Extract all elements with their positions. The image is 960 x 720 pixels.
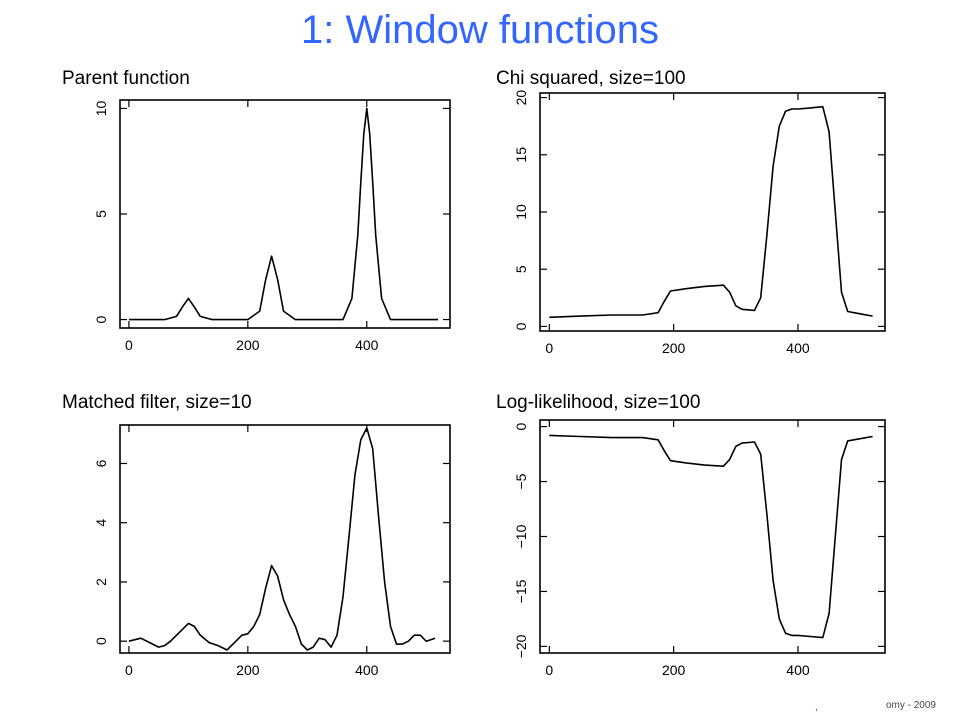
log-likelihood-plot: 0 200 400 0 −5 −10 −15 −20 bbox=[513, 419, 886, 678]
x-tick-label: 400 bbox=[786, 662, 810, 678]
x-tick-label: 0 bbox=[125, 337, 133, 353]
y-tick-label: 10 bbox=[93, 100, 109, 116]
x-tick-label: 400 bbox=[355, 337, 379, 353]
x-tick-label: 200 bbox=[236, 662, 260, 678]
x-tick-label: 0 bbox=[545, 662, 553, 678]
series-line bbox=[549, 105, 873, 319]
panel-title-chi-squared: Chi squared, size=100 bbox=[496, 68, 686, 89]
y-tick-label: 20 bbox=[513, 90, 529, 106]
y-tick-label: −5 bbox=[513, 473, 529, 489]
y-tick-label: 6 bbox=[93, 459, 109, 467]
y-tick-label: 0 bbox=[93, 315, 109, 323]
panel-title-matched-filter: Matched filter, size=10 bbox=[62, 392, 252, 413]
panel-title-log-likelihood: Log-likelihood, size=100 bbox=[496, 392, 701, 413]
y-tick-label: 5 bbox=[93, 210, 109, 218]
parent-function-plot: 0 200 400 0 5 10 bbox=[93, 99, 451, 353]
y-tick-label: 0 bbox=[513, 322, 529, 330]
x-tick-label: 200 bbox=[662, 340, 686, 356]
x-tick-label: 0 bbox=[545, 340, 553, 356]
y-tick-label: 10 bbox=[513, 204, 529, 220]
plot-frame bbox=[539, 419, 886, 654]
y-tick-label: 5 bbox=[513, 265, 529, 273]
y-tick-label: 4 bbox=[93, 519, 109, 527]
y-tick-label: 0 bbox=[93, 637, 109, 645]
chi-squared-plot: 0 200 400 0 5 10 15 20 bbox=[513, 90, 886, 356]
y-tick-label: 2 bbox=[93, 578, 109, 586]
plot-frame bbox=[539, 92, 886, 332]
x-tick-label: 200 bbox=[236, 337, 260, 353]
y-tick-label: 0 bbox=[513, 422, 529, 430]
plot-frame bbox=[119, 99, 451, 329]
slide-title: 1: Window functions bbox=[301, 8, 659, 52]
panel-title-parent: Parent function bbox=[62, 68, 190, 89]
y-tick-label: −10 bbox=[513, 524, 529, 548]
y-tick-label: 15 bbox=[513, 147, 529, 163]
x-tick-label: 200 bbox=[662, 662, 686, 678]
footer-mark: , bbox=[815, 702, 818, 713]
x-tick-label: 0 bbox=[125, 662, 133, 678]
series-line bbox=[549, 434, 873, 639]
y-tick-label: −15 bbox=[513, 579, 529, 603]
series-line bbox=[128, 107, 439, 321]
y-tick-label: −20 bbox=[513, 634, 529, 658]
plot-frame bbox=[119, 424, 451, 654]
footer-text: omy - 2009 bbox=[885, 700, 936, 711]
x-tick-label: 400 bbox=[355, 662, 379, 678]
series-line bbox=[128, 427, 436, 651]
x-tick-label: 400 bbox=[786, 340, 810, 356]
matched-filter-plot: 0 200 400 0 2 4 6 bbox=[93, 424, 451, 678]
